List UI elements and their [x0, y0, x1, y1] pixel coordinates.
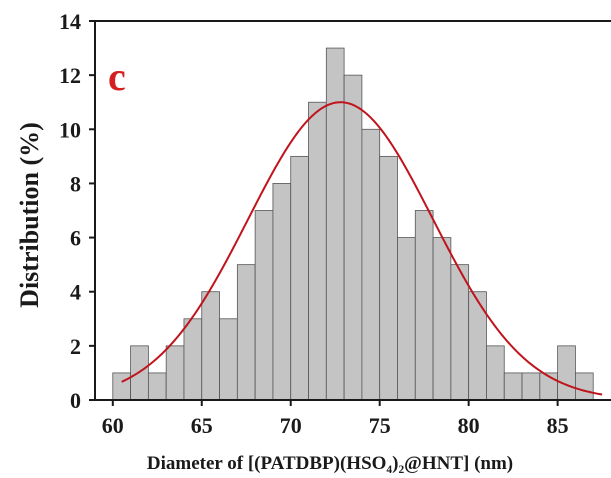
histogram-bar — [147, 372, 167, 401]
histogram-bar — [308, 101, 327, 401]
histogram-bar — [397, 237, 416, 401]
histogram-bar — [254, 210, 274, 401]
x-tick-label: 85 — [547, 413, 569, 438]
y-tick-label: 2 — [70, 334, 81, 359]
histogram-bar — [557, 345, 576, 401]
y-tick-label: 0 — [70, 388, 81, 413]
histogram-bar — [503, 372, 523, 401]
histogram-bar — [272, 183, 292, 401]
histogram-bar — [414, 210, 434, 401]
x-tick-label: 80 — [458, 413, 480, 438]
y-tick-label: 14 — [59, 9, 81, 34]
histogram-bar — [325, 47, 345, 401]
histogram-bar — [379, 155, 398, 401]
y-tick-label: 10 — [59, 117, 81, 142]
histogram-bar — [290, 155, 309, 401]
y-tick-label: 6 — [70, 226, 81, 251]
panel-label: c — [108, 54, 126, 99]
gaussian-fit-curve — [121, 101, 603, 396]
histogram-bars — [112, 47, 594, 401]
x-tick-label: 65 — [191, 413, 213, 438]
histogram-bar — [183, 318, 203, 401]
histogram-bar — [236, 264, 256, 401]
histogram-bar — [521, 372, 541, 401]
plot-frame — [94, 20, 611, 401]
x-axis-title: Diameter of [(PATDBP)(HSO₄)₂@HNT] (nm) — [147, 453, 513, 474]
histogram-bar — [575, 372, 594, 401]
histogram-bar — [343, 74, 363, 401]
y-tick-label: 8 — [70, 171, 81, 196]
histogram-bar — [201, 291, 220, 401]
histogram-bar — [219, 318, 238, 401]
x-tick-label: 70 — [280, 413, 302, 438]
y-axis-ticks: 0 2 4 6 8 10 12 14 — [59, 9, 95, 413]
y-tick-label: 12 — [59, 63, 81, 88]
x-tick-label: 60 — [102, 413, 124, 438]
histogram-bar — [486, 345, 505, 401]
y-axis-title: Distribution (%) — [15, 122, 44, 308]
histogram-bar — [450, 264, 470, 401]
histogram-bar — [432, 237, 452, 401]
histogram-bar — [112, 372, 131, 401]
x-axis-ticks: 60 65 70 75 80 85 — [102, 400, 569, 438]
histogram-bar — [165, 345, 185, 401]
y-tick-label: 4 — [70, 280, 81, 305]
histogram-bar — [468, 291, 487, 401]
x-tick-label: 75 — [369, 413, 391, 438]
histogram-bar — [361, 128, 381, 401]
